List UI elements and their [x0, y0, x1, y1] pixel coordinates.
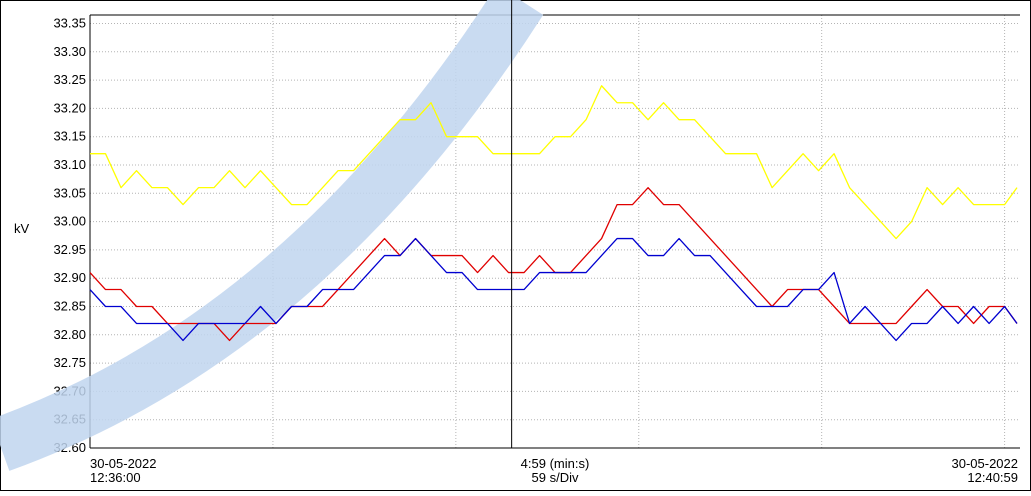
y-tick-label: 33.05: [53, 185, 86, 200]
x-span: 4:59 (min:s): [521, 456, 590, 471]
series-line: [90, 85, 1018, 240]
y-tick-label: 32.80: [53, 327, 86, 342]
y-tick-label: 32.95: [53, 242, 86, 257]
y-axis-label: kV: [14, 221, 30, 236]
y-tick-label: 33.30: [53, 44, 86, 59]
y-tick-label: 33.15: [53, 129, 86, 144]
line-layer: [89, 0, 1018, 448]
x-start-time: 12:36:00: [90, 470, 141, 485]
y-tick-label: 33.25: [53, 72, 86, 87]
y-tick-label: 33.10: [53, 157, 86, 172]
series-line: [89, 237, 1018, 342]
y-tick-label: 33.00: [53, 214, 86, 229]
y-tick-label: 32.75: [53, 355, 86, 370]
x-end-time: 12:40:59: [967, 470, 1018, 485]
y-tick-label: 33.35: [53, 15, 86, 30]
y-tick-label: 32.90: [53, 270, 86, 285]
y-tick-label: 33.20: [53, 100, 86, 115]
x-end-date: 30-05-2022: [952, 456, 1019, 471]
y-tick-label: 32.85: [53, 298, 86, 313]
x-division: 59 s/Div: [532, 470, 579, 485]
x-start-date: 30-05-2022: [90, 456, 157, 471]
grid-layer: 32.6032.6532.7032.7532.8032.8532.9032.95…: [53, 14, 1020, 455]
watermark: [0, 0, 544, 471]
